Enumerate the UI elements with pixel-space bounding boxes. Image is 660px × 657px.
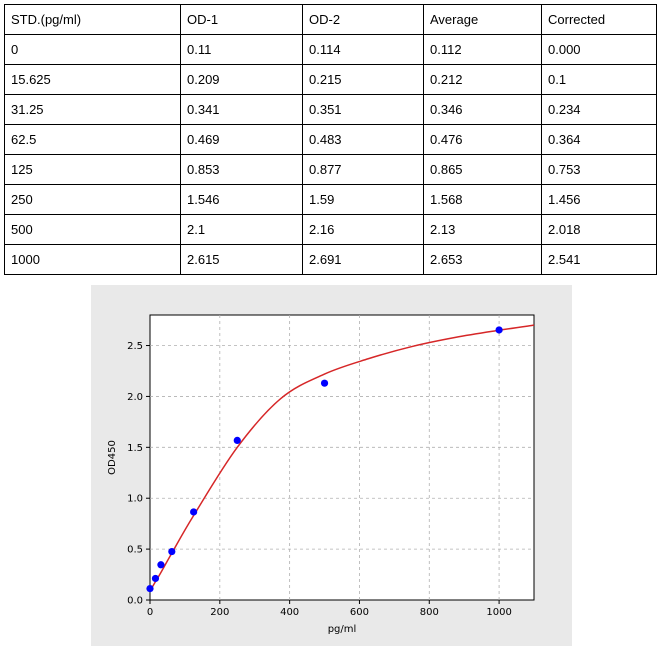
table-row: 15.625 0.209 0.215 0.212 0.1: [4, 64, 657, 95]
table-cell: 0.1: [541, 64, 657, 95]
table-cell: 2.1: [180, 214, 303, 245]
standard-curve-table: STD.(pg/ml) OD-1 OD-2 Average Corrected 0 0.11…: [4, 4, 657, 275]
y-tick-label: 0.0: [127, 596, 143, 607]
data-points-layer: [146, 326, 503, 593]
table-header-row: STD.(pg/ml) OD-1 OD-2 Average Corrected: [4, 4, 657, 35]
table-cell: 1.456: [541, 184, 657, 215]
table-header-cell: STD.(pg/ml): [4, 4, 181, 35]
table-row: 62.5 0.469 0.483 0.476 0.364: [4, 124, 657, 155]
data-point: [190, 508, 198, 516]
x-tick-label: 400: [280, 607, 299, 618]
plot-area: [149, 314, 535, 601]
data-point: [168, 547, 176, 556]
table-cell: 125: [4, 154, 181, 185]
table-cell: 62.5: [4, 124, 181, 155]
table-row: 31.25 0.341 0.351 0.346 0.234: [4, 94, 657, 125]
table-cell: 500: [4, 214, 181, 245]
table-cell: 0.209: [180, 64, 303, 95]
gridlines: [150, 315, 534, 600]
table-cell: 31.25: [4, 94, 181, 125]
table-cell: 0.346: [423, 94, 542, 125]
table-cell: 0.469: [180, 124, 303, 155]
table-cell: 0.865: [423, 154, 542, 185]
table-cell: 2.018: [541, 214, 657, 245]
table-cell: 2.541: [541, 244, 657, 275]
table-cell: 1.59: [302, 184, 424, 215]
table-cell: 15.625: [4, 64, 181, 95]
table-cell: 0.234: [541, 94, 657, 125]
table-cell: 0.476: [423, 124, 542, 155]
table-cell: 250: [4, 184, 181, 215]
data-point: [233, 436, 241, 444]
y-tick-label: 1.5: [127, 443, 143, 454]
table-cell: 0.853: [180, 154, 303, 185]
data-point: [146, 585, 154, 593]
table-cell: 0.341: [180, 94, 303, 125]
y-tick-label: 0.5: [127, 545, 143, 556]
table-cell: 0.11: [180, 34, 303, 65]
table-cell: 1000: [4, 244, 181, 275]
table-cell: 0.364: [541, 124, 657, 155]
table-header-cell: Corrected: [541, 4, 657, 35]
table-row: 250 1.546 1.59 1.568 1.456: [4, 184, 657, 215]
table-cell: 0.483: [302, 124, 424, 155]
data-point: [157, 561, 165, 569]
y-tick-label: 2.0: [127, 392, 143, 403]
table-cell: 0.215: [302, 64, 424, 95]
table-cell: 0: [4, 34, 181, 65]
data-point: [320, 379, 329, 387]
x-tick-label: 600: [350, 607, 369, 618]
table-cell: 2.16: [302, 214, 424, 245]
table-cell: 0.753: [541, 154, 657, 185]
x-axis-label: pg/ml: [328, 624, 357, 635]
table-cell: 1.546: [180, 184, 303, 215]
table-header-cell: Average: [423, 4, 542, 35]
table-cell: 1.568: [423, 184, 542, 215]
x-tick-label: 1000: [486, 607, 511, 618]
table-cell: 2.653: [423, 244, 542, 275]
table-cell: 0.112: [423, 34, 542, 65]
axis-ticks: 0 200 400 600 800 1000 0.0 0.5 1.0 1.5 2.0 2.5: [127, 341, 512, 618]
table-cell: 2.615: [180, 244, 303, 275]
data-point: [151, 574, 160, 583]
fit-curve-layer: [149, 324, 535, 592]
fit-curve: [149, 324, 535, 592]
table-row: 1000 2.615 2.691 2.653 2.541: [4, 244, 657, 275]
table-cell: 0.212: [423, 64, 542, 95]
x-tick-label: 200: [210, 607, 229, 618]
table-row: 0 0.11 0.114 0.112 0.000: [4, 34, 657, 65]
data-point: [495, 326, 503, 334]
table-cell: 0.114: [302, 34, 424, 65]
standard-curve-chart: 0 200 400 600 800 1000 0.0 0.5 1.0 1.5 2.0 2.5 pg/m…: [107, 314, 535, 635]
table-cell: 0.351: [302, 94, 424, 125]
x-tick-label: 800: [420, 607, 439, 618]
y-tick-label: 1.0: [127, 494, 143, 505]
x-tick-label: 0: [147, 607, 153, 618]
table-cell: 0.877: [302, 154, 424, 185]
y-tick-label: 2.5: [127, 341, 143, 352]
standard-curve-plot-panel: 0 200 400 600 800 1000 0.0 0.5 1.0 1.5 2.0 2.5 pg/m…: [91, 285, 572, 646]
table-cell: 2.13: [423, 214, 542, 245]
table-row: 125 0.853 0.877 0.865 0.753: [4, 154, 657, 185]
table-cell: 0.000: [541, 34, 657, 65]
y-axis-label: OD450: [107, 440, 118, 475]
table-cell: 2.691: [302, 244, 424, 275]
table-header-cell: OD-1: [180, 4, 303, 35]
table-row: 500 2.1 2.16 2.13 2.018: [4, 214, 657, 245]
table-header-cell: OD-2: [302, 4, 424, 35]
